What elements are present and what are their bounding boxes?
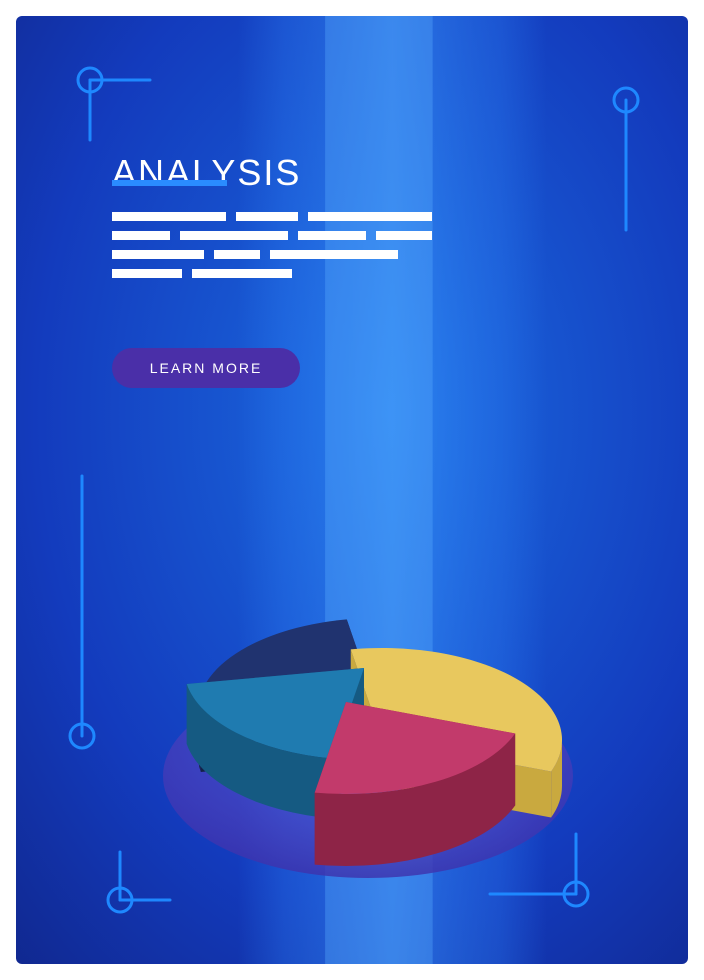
placeholder-segment bbox=[298, 231, 366, 240]
title-underline bbox=[112, 180, 227, 186]
placeholder-segment bbox=[112, 269, 182, 278]
placeholder-segment bbox=[214, 250, 260, 259]
placeholder-segment bbox=[376, 231, 432, 240]
canvas: ANALYSIS LEARN MORE bbox=[0, 0, 704, 980]
pie-chart-svg bbox=[106, 486, 626, 916]
infographic-frame: ANALYSIS LEARN MORE bbox=[16, 16, 688, 964]
placeholder-segment bbox=[112, 250, 204, 259]
learn-more-label: LEARN MORE bbox=[150, 360, 263, 376]
placeholder-text bbox=[112, 212, 432, 288]
page-title: ANALYSIS bbox=[112, 152, 301, 194]
placeholder-segment bbox=[270, 250, 398, 259]
placeholder-segment bbox=[192, 269, 292, 278]
placeholder-segment bbox=[236, 212, 298, 221]
placeholder-segment bbox=[112, 212, 226, 221]
learn-more-button[interactable]: LEARN MORE bbox=[112, 348, 300, 388]
placeholder-segment bbox=[308, 212, 432, 221]
placeholder-segment bbox=[112, 231, 170, 240]
placeholder-segment bbox=[180, 231, 288, 240]
pie-chart bbox=[106, 486, 626, 916]
